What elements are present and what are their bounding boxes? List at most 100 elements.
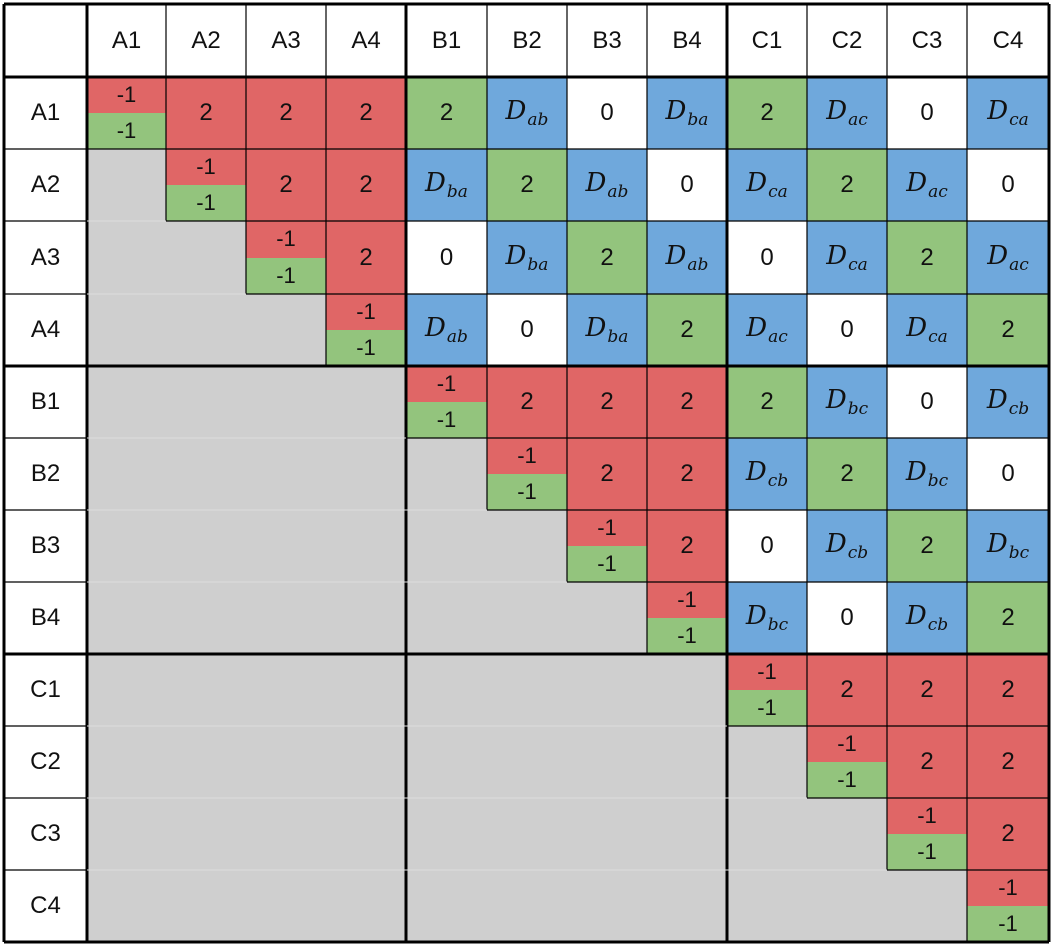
cell-a3-a2 (166, 221, 246, 294)
cell-b1-a2 (166, 366, 246, 438)
diagonal-top-value: -1 (727, 654, 807, 690)
math-label: Dac (987, 240, 1029, 275)
math-label: Dbc (986, 529, 1030, 563)
column-header-b4: B4 (647, 4, 727, 77)
cell-c4-c1 (727, 870, 807, 942)
cell-b3-a3 (246, 510, 326, 582)
row-header-a3: A3 (4, 221, 87, 294)
cell-a3-a4: 2 (326, 221, 406, 294)
math-label: Dca (987, 96, 1029, 130)
cell-a1-c1: 2 (727, 77, 807, 149)
diagonal-top-value: -1 (87, 77, 166, 113)
cell-a4-b1: Dab (406, 294, 487, 366)
diagonal-cell-a3-a3: -1 -1 (246, 221, 326, 294)
cell-a1-b3: 0 (567, 77, 647, 149)
diagonal-cell-c3-c3: -1 -1 (887, 798, 967, 870)
row-header-c3: C3 (4, 798, 87, 870)
cell-c1-a1 (87, 654, 166, 726)
diagonal-bottom-value: -1 (246, 257, 326, 294)
column-header-b3: B3 (567, 4, 647, 77)
math-label: Dab (505, 96, 549, 130)
diagonal-cell-b4-b4: -1 -1 (647, 582, 727, 654)
diagonal-top-value: -1 (166, 149, 246, 185)
cell-a3-c4: Dac (967, 221, 1049, 294)
cell-b3-b2 (487, 510, 567, 582)
cell-b4-a2 (166, 582, 246, 654)
math-label: Dca (746, 168, 788, 202)
cell-a4-a3 (246, 294, 326, 366)
cell-b1-c1: 2 (727, 366, 807, 438)
diagonal-bottom-value: -1 (807, 762, 887, 798)
cell-b3-b4: 2 (647, 510, 727, 582)
cell-b4-c3: Dcb (887, 582, 967, 654)
diagonal-cell-c2-c2: -1 -1 (807, 726, 887, 798)
cell-b2-b4: 2 (647, 438, 727, 510)
cell-b2-b3: 2 (567, 438, 647, 510)
cell-c1-a2 (166, 654, 246, 726)
math-label: Dca (906, 313, 948, 347)
cell-b4-c4: 2 (967, 582, 1049, 654)
cell-b3-a1 (87, 510, 166, 582)
cell-c3-b4 (647, 798, 727, 870)
diagonal-bottom-value: -1 (967, 906, 1049, 942)
cell-a1-b2: Dab (487, 77, 567, 149)
cell-c1-c3: 2 (887, 654, 967, 726)
row-header-c1: C1 (4, 654, 87, 726)
cell-a4-b2: 0 (487, 294, 567, 366)
column-header-c1: C1 (727, 4, 807, 77)
diagonal-cell-b2-b2: -1 -1 (487, 438, 567, 510)
cell-c2-a2 (166, 726, 246, 798)
diagonal-top-value: -1 (887, 798, 967, 834)
math-label: Dba (505, 240, 549, 275)
cell-c2-c1 (727, 726, 807, 798)
cell-a4-a1 (87, 294, 166, 366)
column-header-a4: A4 (326, 4, 406, 77)
math-label: Dca (826, 240, 868, 275)
row-header-c4: C4 (4, 870, 87, 942)
diagonal-top-value: -1 (967, 870, 1049, 906)
cell-a3-b3: 2 (567, 221, 647, 294)
diagonal-top-value: -1 (406, 366, 487, 402)
cell-b2-b1 (406, 438, 487, 510)
diagonal-bottom-value: -1 (326, 330, 406, 366)
math-label: Dba (665, 96, 709, 130)
diagonal-cell-a1-a1: -1 -1 (87, 77, 166, 149)
diagonal-top-value: -1 (326, 294, 406, 330)
cell-b3-c2: Dcb (807, 510, 887, 582)
diagonal-bottom-value: -1 (647, 618, 727, 654)
diagonal-bottom-value: -1 (487, 474, 567, 510)
cell-b4-b2 (487, 582, 567, 654)
column-header-c4: C4 (967, 4, 1049, 77)
math-label: Dac (746, 313, 788, 347)
cell-a2-a1 (87, 149, 166, 221)
cell-a3-c3: 2 (887, 221, 967, 294)
cell-c1-a3 (246, 654, 326, 726)
cell-b1-b4: 2 (647, 366, 727, 438)
cell-a2-b1: Dba (406, 149, 487, 221)
cell-a4-c2: 0 (807, 294, 887, 366)
cell-a3-c2: Dca (807, 221, 887, 294)
diagonal-top-value: -1 (807, 726, 887, 762)
cell-c1-b2 (487, 654, 567, 726)
cell-b2-c1: Dcb (727, 438, 807, 510)
cell-c2-c4: 2 (967, 726, 1049, 798)
cell-c2-b2 (487, 726, 567, 798)
row-header-a2: A2 (4, 149, 87, 221)
cell-a4-a2 (166, 294, 246, 366)
cell-c4-a4 (326, 870, 406, 942)
cell-b1-a1 (87, 366, 166, 438)
cell-b4-a1 (87, 582, 166, 654)
cell-c3-b3 (567, 798, 647, 870)
cell-b2-a1 (87, 438, 166, 510)
cell-b4-c1: Dbc (727, 582, 807, 654)
cell-c3-c1 (727, 798, 807, 870)
cell-b2-a4 (326, 438, 406, 510)
cell-c3-b2 (487, 798, 567, 870)
math-label: Dac (826, 96, 868, 130)
cell-c3-c4: 2 (967, 798, 1049, 870)
diagonal-bottom-value: -1 (87, 113, 166, 149)
diagonal-cell-c4-c4: -1 -1 (967, 870, 1049, 942)
math-label: Dcb (825, 529, 869, 563)
corner-cell (4, 4, 87, 77)
